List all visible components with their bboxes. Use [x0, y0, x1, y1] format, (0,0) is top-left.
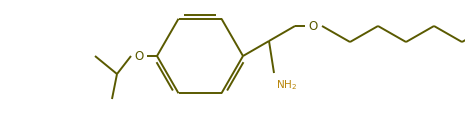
Text: O: O: [134, 50, 144, 63]
Text: O: O: [308, 20, 318, 33]
Text: NH$_2$: NH$_2$: [276, 77, 297, 91]
